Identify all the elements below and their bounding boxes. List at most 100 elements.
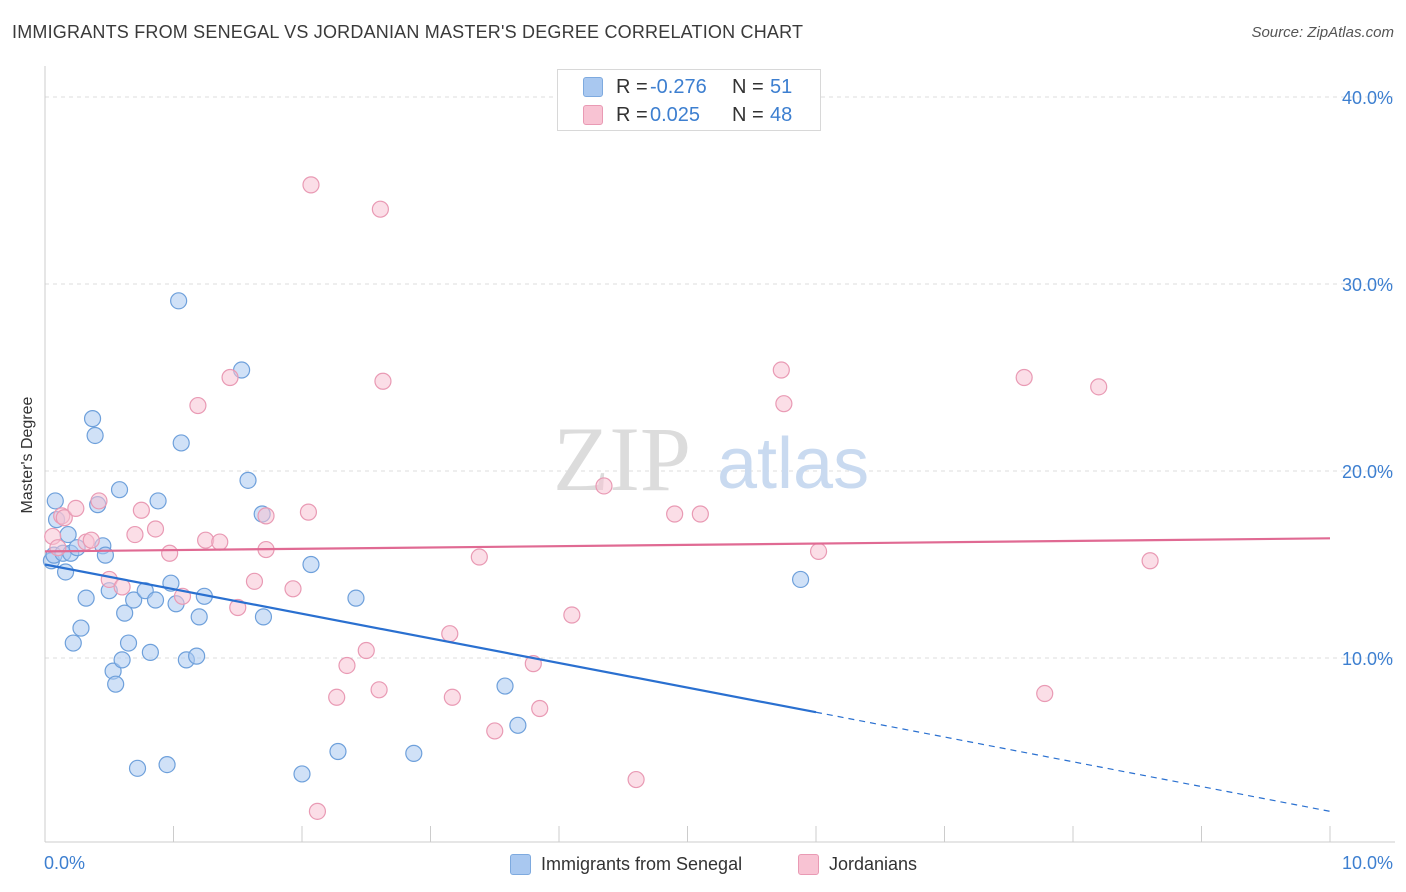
legend-label-senegal: Immigrants from Senegal [541, 854, 743, 874]
watermark-zip: ZIP [553, 408, 691, 510]
senegal-point [791, 570, 810, 589]
jordanian-point [245, 572, 264, 590]
legend-swatch-jordanians [798, 854, 819, 875]
watermark: ZIP atlas [553, 408, 869, 510]
r-label: R = [616, 76, 648, 98]
watermark-atlas: atlas [717, 424, 869, 504]
r-value: 0.025 [650, 104, 701, 126]
senegal-point [170, 292, 188, 310]
senegal-point [496, 677, 514, 695]
tick-labels: 10.0% 20.0% 30.0% 40.0% 0.0% 10.0% [44, 88, 1393, 873]
r-label: R = [616, 104, 648, 126]
jordanian-point [82, 531, 100, 549]
jordanian-point [371, 200, 389, 218]
jordanian-point [146, 520, 165, 538]
jordanian-point [299, 503, 318, 521]
jordanian-point [441, 625, 459, 643]
senegal-point [125, 591, 143, 609]
stats-swatch-jordanians [583, 105, 603, 125]
senegal-point [347, 589, 365, 607]
n-label: N = [732, 76, 764, 98]
jordanian-point [772, 361, 790, 379]
senegal-point [72, 619, 90, 637]
senegal-trend-line [44, 563, 817, 714]
senegal-point [141, 643, 159, 661]
jordanian-point [531, 699, 549, 718]
senegal-point [254, 608, 273, 626]
jordanian-point [627, 770, 645, 789]
jordanian-point [370, 681, 388, 699]
senegal-point [64, 634, 82, 652]
jordanian-point [486, 722, 504, 740]
data-points [42, 176, 1159, 820]
jordanian-point [302, 176, 320, 194]
n-value: 51 [770, 76, 793, 98]
jordanian-point [197, 531, 215, 549]
jordanian-point [189, 396, 207, 415]
senegal-point [405, 744, 423, 762]
senegal-point [46, 492, 64, 510]
jordanian-point [1141, 552, 1159, 570]
jordanian-point [126, 525, 144, 544]
jordanian-point [90, 492, 108, 510]
senegal-point [96, 546, 114, 564]
r-value: -0.276 [650, 76, 707, 98]
jordanian-point [1090, 378, 1108, 396]
senegal-point [113, 651, 131, 669]
jordanian-point [1036, 684, 1054, 703]
senegal-point [77, 589, 95, 607]
senegal-point [172, 434, 190, 452]
senegal-point [190, 608, 208, 626]
jordanian-point [221, 368, 239, 387]
senegal-point [119, 634, 138, 652]
chart-title: IMMIGRANTS FROM SENEGAL VS JORDANIAN MAS… [12, 22, 804, 42]
senegal-point [107, 675, 125, 693]
jordanian-point [357, 641, 375, 660]
jordanian-point [691, 505, 709, 523]
correlation-stats-box: R = -0.276 N = 51 R = 0.025 N = 48 [557, 69, 821, 131]
jordanian-point [229, 598, 247, 617]
jordanian-point [328, 688, 346, 706]
stats-swatch-senegal [583, 77, 603, 97]
source-credit: Source: ZipAtlas.com [1251, 24, 1394, 41]
y-tick-label: 40.0% [1342, 88, 1393, 108]
jordanian-point [49, 539, 67, 557]
senegal-point [83, 410, 102, 428]
jordanian-point [809, 542, 828, 561]
jordanian-point [67, 499, 85, 517]
jordanian-point [595, 477, 613, 495]
n-value: 48 [770, 104, 793, 126]
jordanian-point [563, 606, 581, 624]
legend-label-jordanians: Jordanians [829, 854, 918, 874]
jordanian-point [284, 580, 302, 598]
y-tick-label: 20.0% [1342, 462, 1393, 482]
gridlines [45, 96, 1395, 659]
jordanian-point [132, 501, 150, 519]
jordanian-point [55, 509, 73, 527]
jordanian-point [257, 507, 275, 525]
senegal-point [239, 471, 257, 489]
senegal-point [329, 742, 347, 761]
x-tick-label: 10.0% [1342, 853, 1393, 873]
senegal-point [146, 591, 165, 609]
jordanian-point [470, 548, 488, 566]
y-tick-label: 30.0% [1342, 275, 1393, 295]
y-tick-label: 10.0% [1342, 649, 1393, 669]
x-tick-label: 0.0% [44, 853, 85, 873]
senegal-point [128, 759, 147, 777]
senegal-trend-extrapolation [815, 711, 1331, 812]
jordanian-point [308, 802, 327, 820]
senegal-point [188, 647, 206, 665]
jordanian-point [161, 544, 179, 562]
jordanian-point [338, 656, 356, 675]
senegal-point [149, 492, 167, 510]
jordanian-point [775, 395, 793, 413]
senegal-point [110, 481, 129, 499]
jordanian-point [374, 372, 392, 390]
jordanian-point [666, 505, 684, 523]
jordanian-point [443, 688, 461, 706]
axes [44, 66, 1395, 843]
legend-swatch-senegal [510, 854, 531, 875]
jordanian-point [1015, 368, 1033, 387]
